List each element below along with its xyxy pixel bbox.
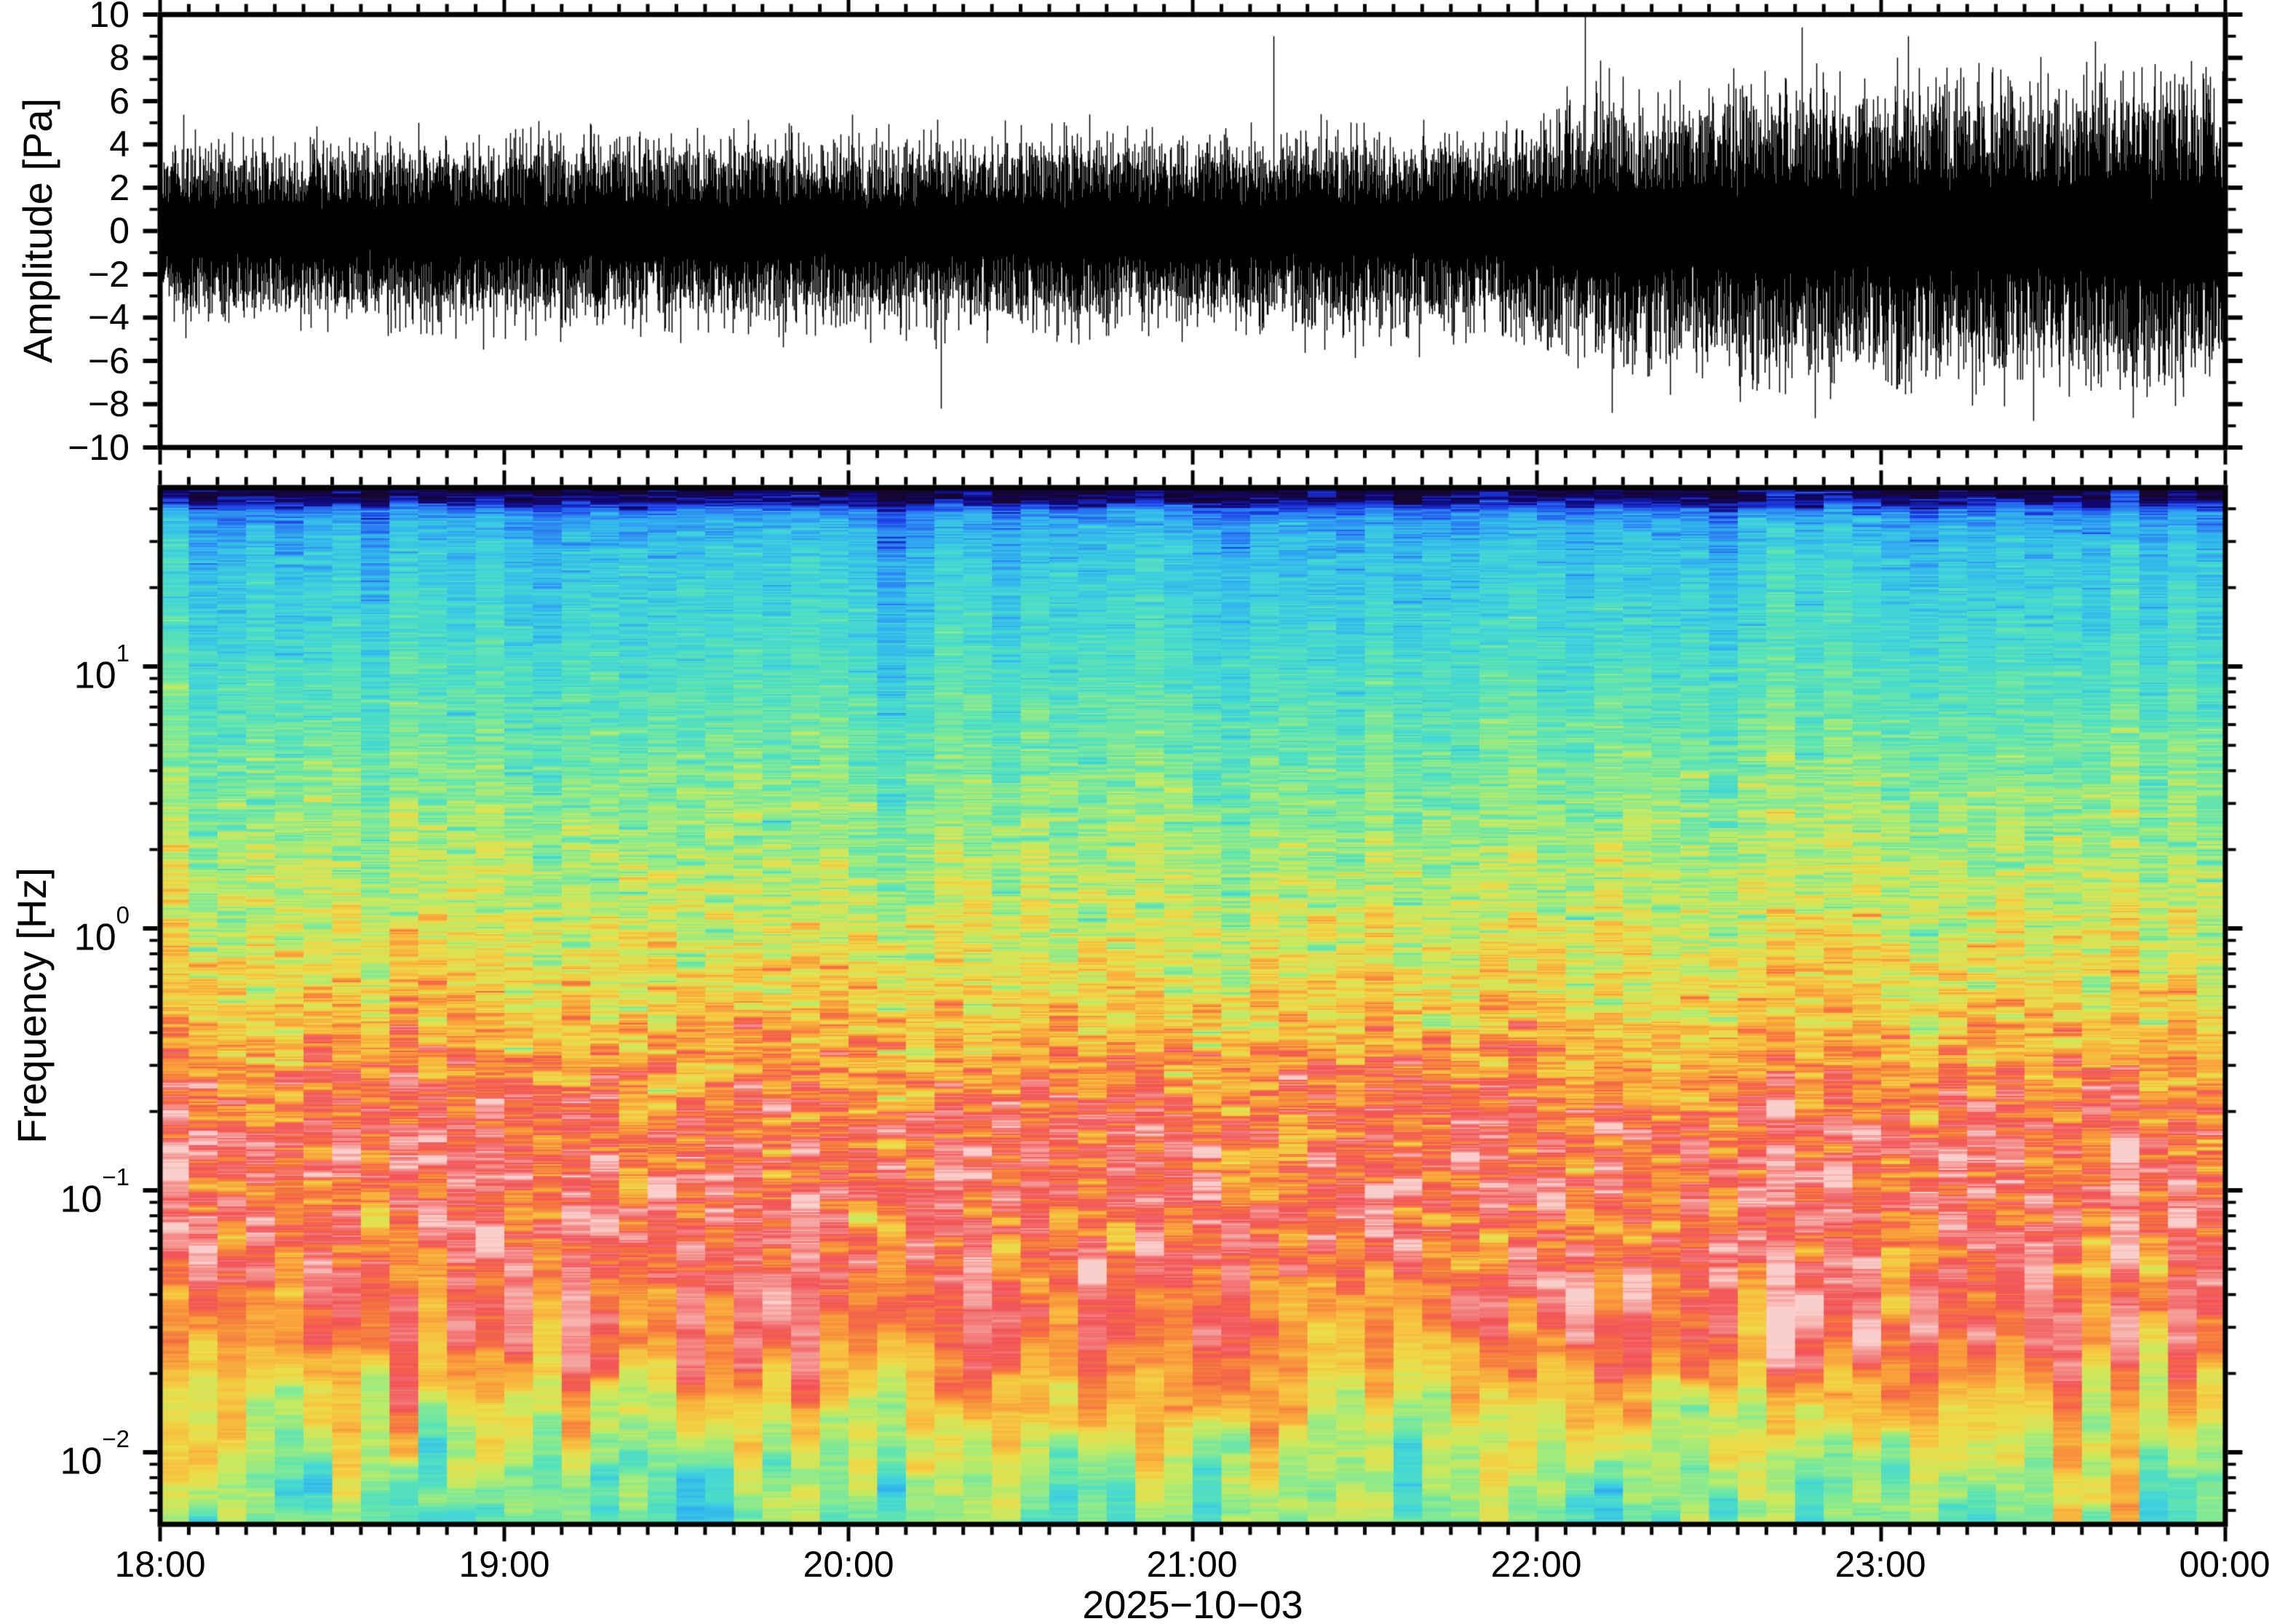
waveform-panel-canvas [0, 0, 2269, 469]
amp-tick-label: 4 [109, 124, 130, 164]
freq-tick-label: 10−2 [60, 1425, 130, 1483]
amp-tick-label: −6 [87, 341, 130, 381]
amp-tick-label: 8 [109, 37, 130, 78]
amp-tick-label: 0 [109, 210, 130, 251]
x-tick-label: 19:00 [458, 1544, 550, 1585]
amp-tick-label: −4 [87, 297, 130, 338]
x-tick-label: 18:00 [114, 1544, 206, 1585]
amp-tick-label: 2 [109, 167, 130, 208]
amp-tick-label: 10 [89, 0, 130, 35]
amp-tick-label: 6 [109, 81, 130, 122]
x-tick-label: 20:00 [803, 1544, 894, 1585]
freq-tick-label: 100 [73, 901, 130, 959]
x-tick-label: 21:00 [1146, 1544, 1238, 1585]
amp-tick-label: −10 [68, 427, 130, 468]
x-tick-label: 00:00 [2179, 1544, 2269, 1585]
spectrogram-panel-canvas [0, 469, 2269, 1624]
freq-tick-label: 10−1 [60, 1163, 130, 1221]
freq-tick-label: 101 [73, 640, 130, 697]
x-tick-label: 22:00 [1490, 1544, 1582, 1585]
x-tick-label: 23:00 [1835, 1544, 1926, 1585]
amp-tick-label: −2 [87, 254, 130, 295]
date-label: 2025−10−03 [1082, 1583, 1303, 1624]
amp-tick-label: −8 [87, 383, 130, 424]
